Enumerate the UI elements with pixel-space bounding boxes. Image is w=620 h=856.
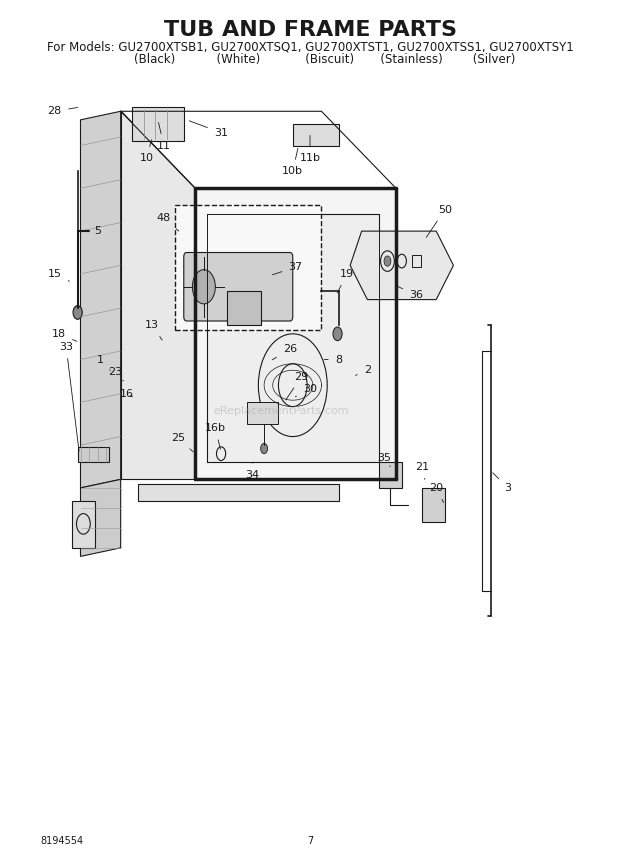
Text: 11b: 11b — [299, 135, 321, 163]
Text: 20: 20 — [429, 483, 443, 502]
Text: 28: 28 — [48, 106, 78, 116]
Text: TUB AND FRAME PARTS: TUB AND FRAME PARTS — [164, 20, 456, 40]
Polygon shape — [132, 107, 184, 141]
Text: 21: 21 — [415, 461, 429, 479]
Text: 48: 48 — [157, 213, 179, 231]
Text: 35: 35 — [378, 453, 392, 467]
Circle shape — [384, 256, 391, 266]
Bar — [412, 255, 422, 267]
Text: 37: 37 — [272, 262, 303, 275]
Polygon shape — [350, 231, 453, 300]
Text: 31: 31 — [189, 121, 228, 138]
Polygon shape — [293, 124, 339, 146]
Text: 11: 11 — [157, 122, 171, 151]
Text: 50: 50 — [427, 205, 452, 237]
Text: 15: 15 — [48, 269, 69, 282]
Text: 8194554: 8194554 — [40, 835, 84, 846]
Text: 2: 2 — [355, 365, 371, 376]
Text: 33: 33 — [59, 342, 79, 451]
Text: 23: 23 — [108, 367, 123, 381]
Bar — [247, 402, 278, 424]
Text: 3: 3 — [493, 473, 512, 493]
Text: 1: 1 — [97, 354, 110, 371]
Circle shape — [73, 306, 82, 319]
Text: 10b: 10b — [282, 148, 303, 176]
Text: 25: 25 — [171, 433, 193, 452]
Circle shape — [260, 443, 268, 454]
Text: eReplacementParts.com: eReplacementParts.com — [213, 406, 349, 416]
Polygon shape — [195, 188, 396, 479]
Bar — [227, 291, 261, 325]
Text: 36: 36 — [396, 285, 423, 300]
Text: 16b: 16b — [205, 423, 226, 449]
Polygon shape — [206, 214, 379, 462]
FancyBboxPatch shape — [175, 205, 322, 330]
Text: (Black)           (White)            (Biscuit)       (Stainless)        (Silver): (Black) (White) (Biscuit) (Stainless) (S… — [104, 53, 516, 67]
Text: 18: 18 — [51, 329, 77, 342]
Text: 8: 8 — [324, 354, 342, 365]
Text: 30: 30 — [295, 384, 317, 397]
Text: 7: 7 — [307, 835, 313, 846]
Text: 13: 13 — [145, 320, 162, 340]
Text: 16: 16 — [120, 389, 133, 399]
Polygon shape — [81, 111, 121, 488]
Text: 5: 5 — [81, 226, 101, 236]
FancyBboxPatch shape — [184, 253, 293, 321]
Text: 29: 29 — [286, 372, 309, 400]
Circle shape — [333, 327, 342, 341]
Bar — [379, 462, 402, 488]
Polygon shape — [138, 484, 339, 501]
Bar — [78, 447, 109, 462]
Bar — [72, 501, 95, 548]
Text: 34: 34 — [246, 462, 260, 480]
Text: 10: 10 — [140, 140, 154, 163]
Bar — [422, 488, 445, 522]
Text: For Models: GU2700XTSB1, GU2700XTSQ1, GU2700XTST1, GU2700XTSS1, GU2700XTSY1: For Models: GU2700XTSB1, GU2700XTSQ1, GU… — [46, 40, 574, 54]
Circle shape — [192, 270, 215, 304]
Polygon shape — [121, 111, 195, 479]
Text: 26: 26 — [272, 344, 297, 360]
Polygon shape — [81, 479, 121, 556]
Text: 19: 19 — [337, 269, 355, 293]
